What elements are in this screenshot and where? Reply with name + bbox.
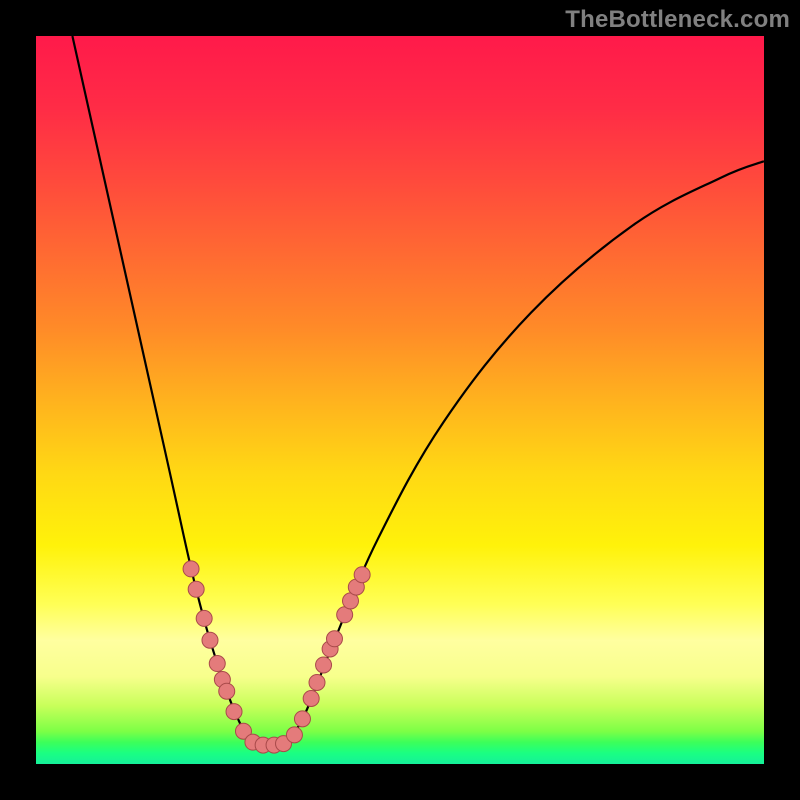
marker-point bbox=[202, 632, 218, 648]
marker-point bbox=[316, 657, 332, 673]
watermark-text: TheBottleneck.com bbox=[565, 6, 790, 34]
chart-svg bbox=[36, 36, 764, 764]
marker-point bbox=[286, 727, 302, 743]
marker-point bbox=[219, 683, 235, 699]
marker-point bbox=[209, 656, 225, 672]
marker-point bbox=[354, 567, 370, 583]
plot-area bbox=[36, 36, 764, 764]
marker-point bbox=[326, 631, 342, 647]
gradient-background bbox=[36, 36, 764, 764]
marker-point bbox=[294, 711, 310, 727]
chart-frame: TheBottleneck.com bbox=[0, 0, 800, 800]
marker-point bbox=[303, 690, 319, 706]
marker-point bbox=[226, 704, 242, 720]
marker-point bbox=[188, 581, 204, 597]
marker-point bbox=[196, 610, 212, 626]
marker-point bbox=[183, 561, 199, 577]
marker-point bbox=[309, 674, 325, 690]
